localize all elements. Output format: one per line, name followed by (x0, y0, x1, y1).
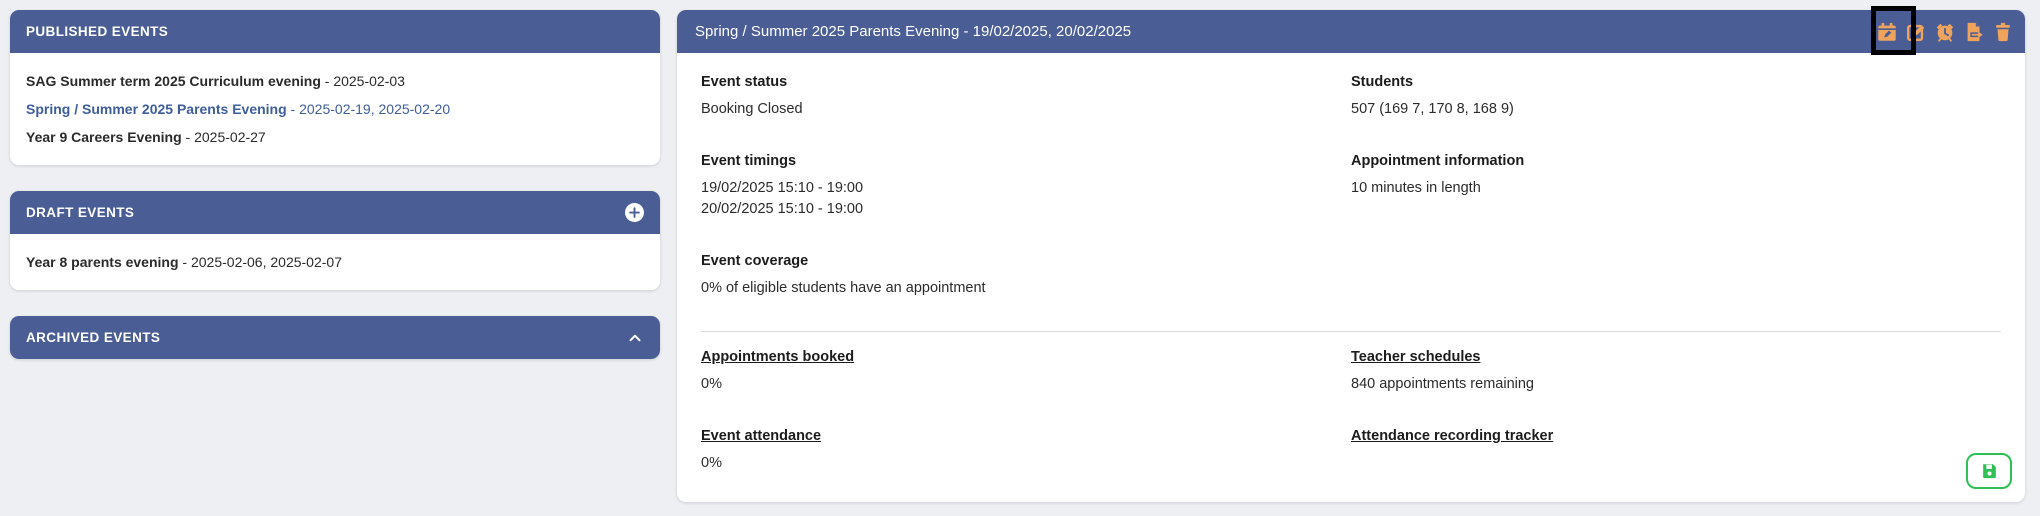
attendance-tracker-link[interactable]: Attendance recording tracker (1351, 428, 1554, 444)
edit-event-button[interactable] (1904, 20, 1928, 44)
published-events-panel: PUBLISHED EVENTS SAG Summer term 2025 Cu… (10, 10, 660, 165)
calendar-edit-icon (1878, 22, 1896, 41)
edit-icon (1907, 24, 1925, 41)
archived-events-title: ARCHIVED EVENTS (26, 330, 161, 345)
save-icon (1982, 463, 1996, 478)
event-detail-header: Spring / Summer 2025 Parents Evening - 1… (677, 10, 2025, 53)
draft-events-title: DRAFT EVENTS (26, 205, 135, 220)
event-separator: - (286, 101, 300, 117)
event-status-label: Event status (701, 74, 788, 90)
appointments-booked-link[interactable]: Appointments booked (701, 349, 855, 365)
links-right-column: Teacher schedules 840 appointments remai… (1351, 348, 2001, 506)
published-events-header: PUBLISHED EVENTS (10, 10, 660, 53)
published-event-item[interactable]: SAG Summer term 2025 Curriculum evening … (26, 67, 644, 95)
event-toolbar (1875, 20, 2015, 44)
summary-left-column: Event status Booking Closed Event timing… (701, 73, 1351, 331)
summary-right-column: Students 507 (169 7, 170 8, 168 9) Appoi… (1351, 73, 2001, 331)
event-detail-panel: Spring / Summer 2025 Parents Evening - 1… (677, 10, 2025, 502)
event-separator: - (178, 254, 191, 270)
event-coverage-label: Event coverage (701, 253, 809, 269)
event-dates: 2025-02-03 (333, 73, 405, 89)
event-name: SAG Summer term 2025 Curriculum evening (26, 73, 321, 89)
event-timing-line-1: 19/02/2025 15:10 - 19:00 (701, 180, 864, 196)
event-coverage-field: Event coverage 0% of eligible students h… (701, 252, 1351, 299)
export-event-button[interactable] (1962, 20, 1986, 44)
students-field: Students 507 (169 7, 170 8, 168 9) (1351, 73, 2001, 120)
published-event-item[interactable]: Year 9 Careers Evening - 2025-02-27 (26, 123, 644, 151)
alarm-icon (1936, 23, 1954, 42)
event-timings-label: Event timings (701, 153, 797, 169)
event-timings-field: Event timings 19/02/2025 15:10 - 19:00 2… (701, 152, 1351, 220)
event-dates: 2025-02-27 (194, 129, 266, 145)
published-events-title: PUBLISHED EVENTS (26, 24, 169, 39)
appointment-info-value: 10 minutes in length (1351, 180, 1481, 196)
students-label: Students (1351, 74, 1414, 90)
students-value: 507 (169 7, 170 8, 168 9) (1351, 101, 1514, 117)
events-sidebar: PUBLISHED EVENTS SAG Summer term 2025 Cu… (10, 10, 660, 385)
calendar-edit-button[interactable] (1875, 20, 1899, 44)
appointment-info-field: Appointment information 10 minutes in le… (1351, 152, 2001, 199)
appointments-booked-field: Appointments booked 0% (701, 348, 1351, 395)
event-timings-button[interactable] (1933, 20, 1957, 44)
chevron-up-icon[interactable] (626, 329, 644, 347)
event-coverage-value: 0% of eligible students have an appointm… (701, 280, 986, 296)
event-attendance-field: Event attendance 0% (701, 427, 1351, 474)
event-separator: - (181, 129, 195, 145)
event-attendance-link[interactable]: Event attendance (701, 428, 822, 444)
event-detail-body: Event status Booking Closed Event timing… (677, 53, 2025, 506)
event-name: Spring / Summer 2025 Parents Evening (26, 101, 287, 117)
archived-events-panel: ARCHIVED EVENTS (10, 316, 660, 359)
event-dates: 2025-02-19, 2025-02-20 (299, 101, 451, 117)
appointment-info-label: Appointment information (1351, 153, 1525, 169)
delete-event-button[interactable] (1991, 20, 2015, 44)
draft-events-list: Year 8 parents evening - 2025-02-06, 202… (10, 234, 660, 290)
event-summary-grid: Event status Booking Closed Event timing… (701, 73, 2001, 331)
save-button[interactable] (1966, 453, 2012, 489)
event-detail-title: Spring / Summer 2025 Parents Evening - 1… (695, 23, 1132, 40)
delete-icon (1996, 22, 2010, 41)
add-event-button[interactable] (625, 203, 644, 222)
event-links-grid: Appointments booked 0% Event attendance … (701, 348, 2001, 506)
draft-event-item[interactable]: Year 8 parents evening - 2025-02-06, 202… (26, 248, 644, 276)
event-attendance-value: 0% (701, 455, 722, 471)
archived-events-header[interactable]: ARCHIVED EVENTS (10, 316, 660, 359)
teacher-schedules-value: 840 appointments remaining (1351, 376, 1534, 392)
event-dates: 2025-02-06, 2025-02-07 (190, 254, 342, 270)
published-event-item-selected[interactable]: Spring / Summer 2025 Parents Evening - 2… (26, 95, 644, 123)
published-events-list: SAG Summer term 2025 Curriculum evening … (10, 53, 660, 165)
section-divider (701, 331, 2001, 332)
teacher-schedules-link[interactable]: Teacher schedules (1351, 349, 1481, 365)
event-name: Year 9 Careers Evening (26, 129, 182, 145)
links-left-column: Appointments booked 0% Event attendance … (701, 348, 1351, 506)
teacher-schedules-field: Teacher schedules 840 appointments remai… (1351, 348, 2001, 395)
export-icon (1967, 22, 1983, 41)
draft-events-header: DRAFT EVENTS (10, 191, 660, 234)
plus-icon (629, 207, 640, 218)
event-timing-line-2: 20/02/2025 15:10 - 19:00 (701, 201, 864, 217)
event-name: Year 8 parents evening (26, 254, 179, 270)
event-status-field: Event status Booking Closed (701, 73, 1351, 120)
attendance-tracker-field: Attendance recording tracker (1351, 427, 2001, 453)
event-status-value: Booking Closed (701, 101, 803, 117)
event-separator: - (320, 73, 334, 89)
appointments-booked-value: 0% (701, 376, 722, 392)
draft-events-panel: DRAFT EVENTS Year 8 parents evening - 20… (10, 191, 660, 290)
